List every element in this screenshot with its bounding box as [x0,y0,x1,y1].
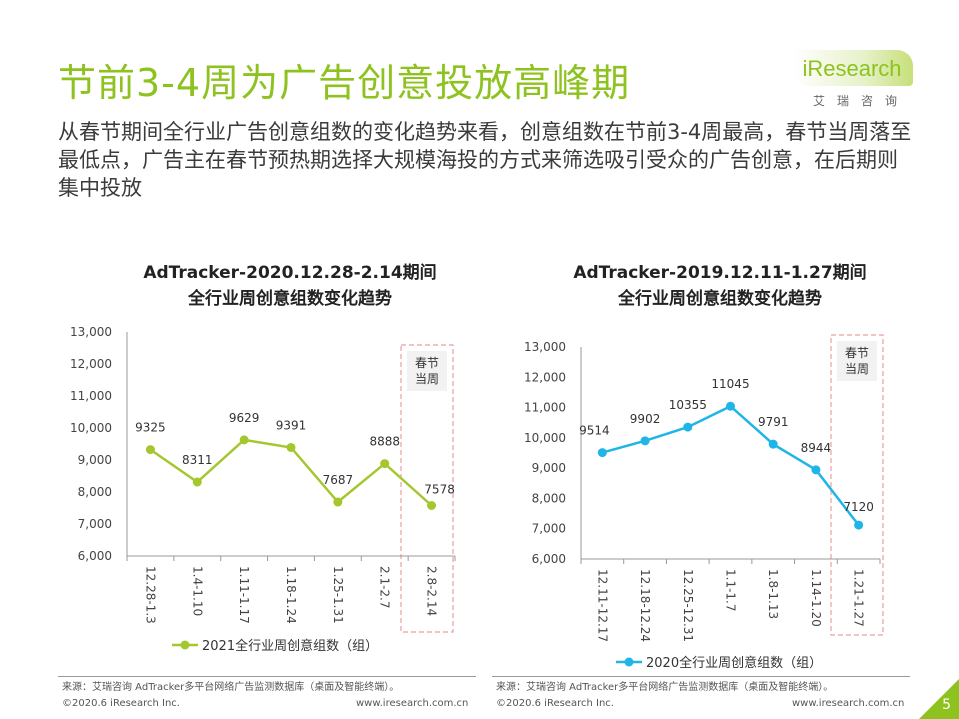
chart2-data-point [811,465,821,475]
chart2-data-point [726,401,735,411]
chart2-data-point [683,422,693,432]
chart2-x-tick-label: 1.14-1.20 [809,569,823,627]
chart1-y-tick-label: 9,000 [78,453,112,467]
chart1-x-tick-label: 12.28-1.3 [143,566,157,624]
chart1-y-tick-label: 12,000 [70,357,112,371]
copyright-left: ©2020.6 iResearch Inc. [62,698,180,709]
copyright-right: ©2020.6 iResearch Inc. [496,698,614,709]
chart1-data-label: 9629 [229,411,260,425]
chart1-y-tick-label: 11,000 [70,389,112,403]
chart1-data-point [333,497,343,507]
chart1-data-label: 9325 [135,421,166,435]
chart1-x-tick-label: 2.8-2.14 [425,566,439,616]
chart2-x-tick-label: 12.11-12.17 [595,569,609,642]
chart1-highlight-label-bg [407,351,447,391]
chart2-y-tick-label: 8,000 [532,491,566,505]
chart1-data-label: 9391 [276,418,307,432]
iresearch-logo: iResearch [793,50,911,81]
chart2-data-label: 7120 [843,500,874,514]
chart1-highlight-box [400,344,454,633]
chart2-x-tick-label: 1.21-1.27 [852,569,866,627]
chart2-y-tick-label: 11,000 [524,401,566,415]
chart2-data-label: 9514 [579,424,610,438]
chart1-data-point [427,501,437,511]
source-note-right: 来源：艾瑞咨询 AdTracker多平台网络广告监测数据库（桌面及智能终端）。 [496,682,834,693]
chart1-data-label: 8311 [182,453,213,467]
chart1-x-tick-label: 1.18-1.24 [284,566,298,624]
chart2-data-label: 9902 [630,412,661,426]
logo-brand: iResearch [802,56,902,81]
chart1-data-label: 8888 [369,435,400,449]
chart2-x-tick-label: 1.8-1.13 [766,569,780,619]
chart1-y-tick-label: 10,000 [70,421,112,435]
chart2-data-label: 10355 [669,398,707,412]
chart1-data-point [145,445,155,455]
chart1-highlight-label-line2: 当周 [415,372,439,386]
chart2-legend-label: 2020全行业周创意组数（组） [646,655,822,671]
chart2-y-tick-label: 10,000 [524,431,566,445]
chart2-data-label: 9791 [758,415,789,429]
chart1-legend-label: 2021全行业周创意组数（组） [202,638,378,654]
chart2-title-line2: 全行业周创意组数变化趋势 [618,289,822,309]
footer-divider-right [492,676,910,677]
page-subtitle: 从春节期间全行业广告创意组数的变化趋势来看，创意组数在节前3-4周最高，春节当周… [58,120,912,200]
chart2-data-label: 11045 [711,377,749,391]
chart1-title: AdTracker-2020.12.28-2.14期间 全行业周创意组数变化趋势 [60,260,520,312]
corner-accent [919,679,959,719]
chart1-data-point [192,477,202,487]
chart1-y-tick-label: 7,000 [78,517,112,531]
chart1-y-tick-label: 13,000 [70,325,112,339]
chart1-data-point [239,435,249,445]
chart2-data-point [854,520,864,530]
chart1-y-tick-label: 6,000 [78,549,112,563]
footer-divider-left [58,676,476,677]
chart2-x-tick-label: 12.18-12.24 [638,569,652,642]
chart2-data-point [640,436,650,446]
chart2-y-tick-label: 7,000 [532,522,566,536]
chart2-data-point [768,439,778,449]
chart2-y-tick-label: 6,000 [532,552,566,566]
chart2-y-tick-label: 9,000 [532,461,566,475]
chart1-data-label: 7687 [323,473,354,487]
chart2-legend-marker [624,657,634,667]
page-number: 5 [942,697,951,713]
chart2-y-tick-label: 13,000 [524,340,566,354]
chart1-data-point [380,459,390,469]
chart2-highlight-box [830,334,884,636]
chart1-x-tick-label: 2.1-2.7 [378,566,392,609]
chart2-y-tick-label: 12,000 [524,370,566,384]
url-right: www.iresearch.com.cn [792,698,905,709]
chart2-x-tick-label: 12.25-12.31 [681,569,695,642]
source-note-left: 来源：艾瑞咨询 AdTracker多平台网络广告监测数据库（桌面及智能终端）。 [62,682,400,693]
chart1-data-label: 7578 [424,483,455,497]
logo-background [793,50,913,86]
chart1-legend-marker [180,640,190,650]
chart2-highlight-label-bg [837,341,877,381]
chart1-title-line1: AdTracker-2020.12.28-2.14期间 [143,263,437,283]
chart1-data-point [286,442,296,452]
chart1-highlight-label-line1: 春节 [415,356,439,370]
chart2-highlight-label-line1: 春节 [845,346,869,360]
chart1-title-line2: 全行业周创意组数变化趋势 [188,289,392,309]
chart2-title-line1: AdTracker-2019.12.11-1.27期间 [573,263,867,283]
chart1-x-tick-label: 1.11-1.17 [237,566,251,624]
chart1-x-tick-label: 1.25-1.31 [331,566,345,624]
chart2-data-point [597,448,607,458]
chart2-x-tick-label: 1.1-1.7 [724,569,738,612]
chart2-data-label: 8944 [801,441,832,455]
chart2-title: AdTracker-2019.12.11-1.27期间 全行业周创意组数变化趋势 [490,260,950,312]
logo-subtitle: 艾瑞咨询 [812,94,909,108]
chart2-highlight-label-line2: 当周 [845,362,869,376]
page-title: 节前3-4周为广告创意投放高峰期 [58,61,631,105]
chart1-y-tick-label: 8,000 [78,485,112,499]
url-left: www.iresearch.com.cn [356,698,469,709]
chart1-x-tick-label: 1.4-1.10 [190,566,204,616]
